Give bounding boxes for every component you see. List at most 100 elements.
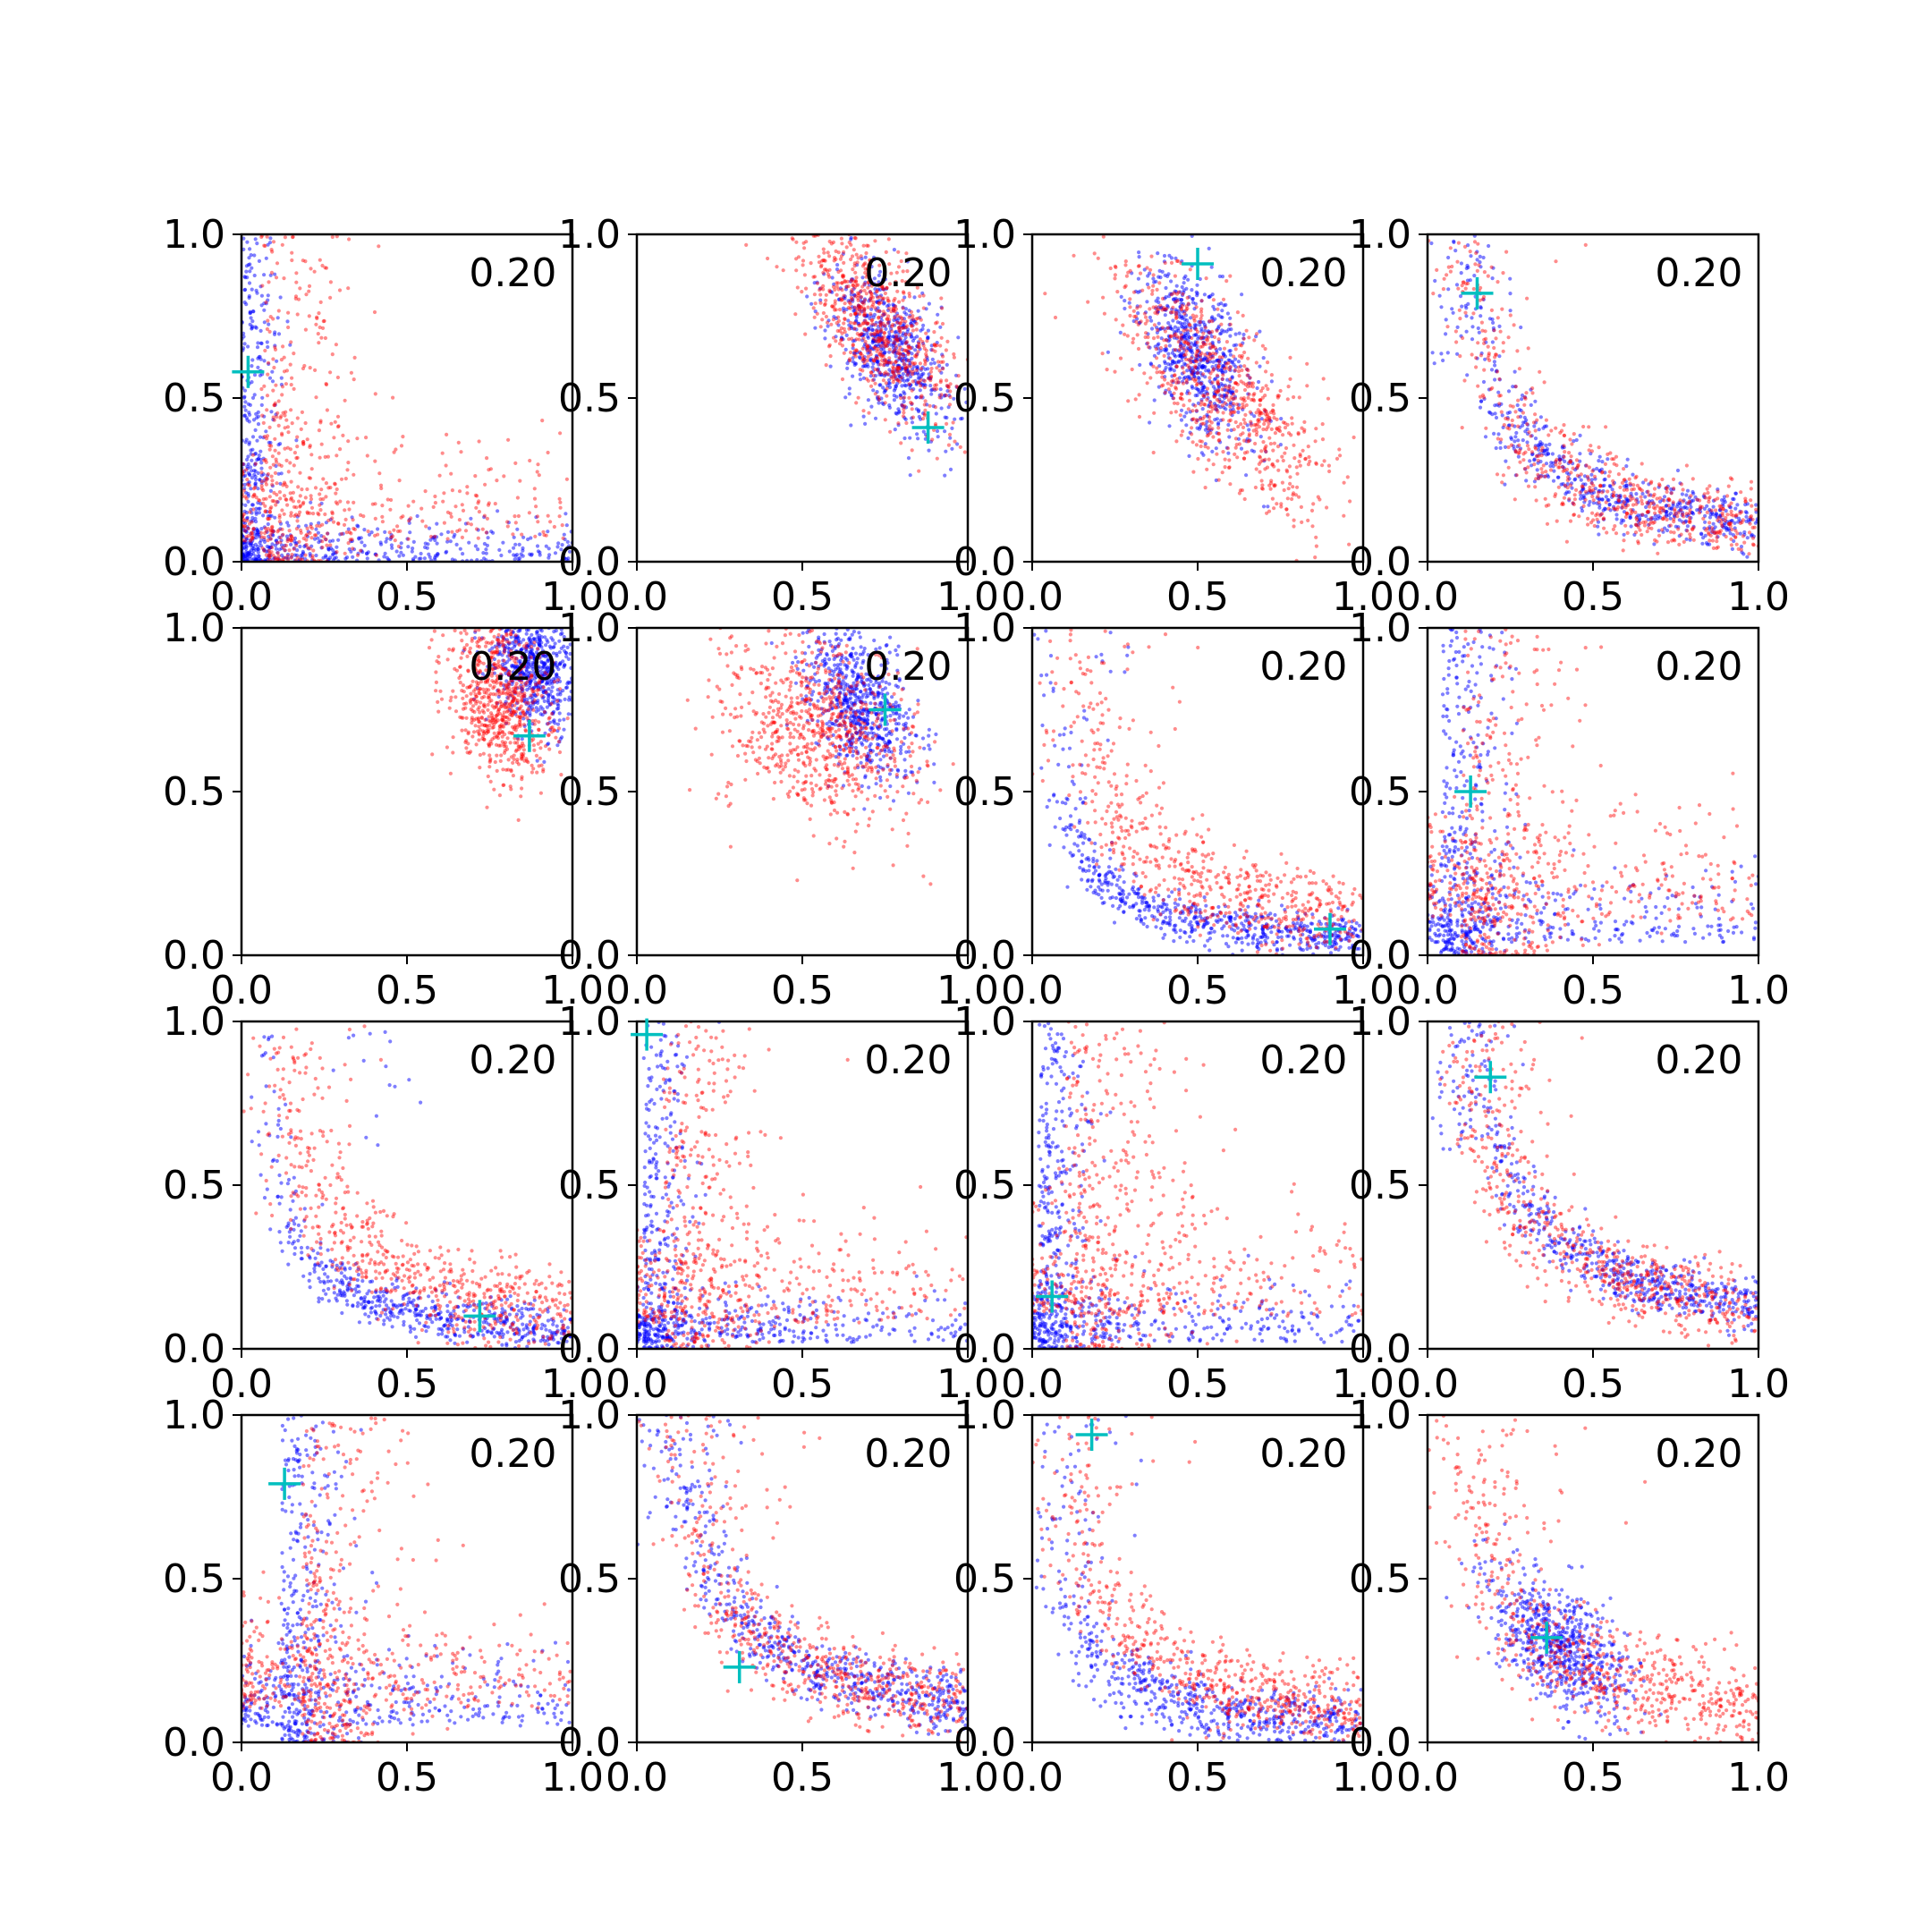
data-point-red: [1227, 465, 1232, 470]
data-point-blue: [252, 452, 258, 456]
data-point-red: [839, 254, 844, 258]
data-point-blue: [275, 359, 279, 363]
data-point-blue: [262, 414, 267, 419]
data-point-blue: [1216, 340, 1221, 344]
data-point-blue: [1227, 322, 1232, 327]
data-point-red: [796, 255, 801, 259]
data-point-red: [1178, 395, 1182, 400]
data-point-red: [878, 362, 883, 367]
data-point-red: [1186, 301, 1191, 306]
data-point-red: [1246, 395, 1250, 400]
data-point-blue: [1651, 502, 1657, 506]
data-point-blue: [489, 530, 494, 534]
data-point-blue: [1240, 292, 1244, 297]
data-point-red: [335, 550, 339, 555]
data-point-red: [319, 487, 324, 492]
series-blue-points: [805, 235, 968, 478]
data-point-red: [1198, 320, 1202, 325]
data-point-red: [1201, 372, 1206, 377]
data-point-red: [874, 355, 878, 360]
data-point-red: [897, 348, 902, 352]
data-point-red: [281, 483, 285, 487]
data-point-blue: [1600, 484, 1605, 488]
data-point-red: [1275, 502, 1279, 506]
data-point-red: [916, 316, 920, 320]
data-point-blue: [906, 383, 911, 387]
data-point-red: [904, 366, 909, 370]
data-point-red: [1571, 501, 1575, 505]
data-point-red: [923, 360, 928, 364]
data-point-blue: [501, 540, 505, 545]
data-point-red: [324, 382, 329, 387]
data-point-blue: [849, 423, 853, 428]
data-point-blue: [894, 411, 899, 416]
data-point-blue: [1174, 360, 1178, 365]
data-point-red: [1196, 456, 1200, 462]
data-point-red: [1296, 432, 1301, 436]
data-point-red: [1184, 327, 1189, 332]
data-point-red: [1221, 450, 1225, 454]
data-point-blue: [1191, 297, 1195, 301]
data-point-blue: [1702, 506, 1707, 512]
data-point-blue: [265, 510, 269, 514]
data-point-red: [463, 529, 469, 533]
data-point-red: [853, 321, 858, 326]
data-point-red: [401, 435, 405, 439]
data-point-blue: [1597, 469, 1603, 473]
data-point-red: [862, 288, 867, 292]
data-point-red: [1133, 397, 1138, 402]
data-point-blue: [1613, 507, 1617, 513]
data-point-red: [387, 530, 392, 535]
data-point-blue: [251, 552, 256, 556]
data-point-red: [1292, 524, 1296, 529]
data-point-blue: [260, 395, 265, 400]
data-point-red: [1284, 468, 1289, 472]
data-point-blue: [1186, 436, 1191, 440]
data-point-blue: [1174, 296, 1178, 301]
data-point-red: [268, 315, 273, 319]
data-point-red: [316, 332, 320, 336]
data-point-blue: [1675, 502, 1680, 506]
data-point-red: [1247, 438, 1251, 443]
data-point-red: [893, 316, 897, 320]
data-point-blue: [1195, 283, 1199, 287]
data-point-red: [1211, 344, 1216, 349]
data-point-red: [1199, 421, 1204, 426]
data-point-red: [277, 462, 282, 467]
data-point-blue: [306, 530, 310, 534]
data-point-red: [267, 329, 272, 334]
data-point-red: [406, 504, 411, 508]
data-point-red: [1150, 288, 1155, 293]
data-point-red: [263, 509, 267, 513]
data-point-blue: [360, 540, 364, 545]
data-point-red: [1719, 518, 1724, 522]
data-point-blue: [249, 487, 253, 491]
data-point-red: [1242, 420, 1248, 426]
data-point-red: [1123, 332, 1127, 336]
data-point-red: [954, 384, 959, 388]
data-point-red: [1216, 431, 1221, 436]
data-point-blue: [1181, 379, 1185, 384]
data-point-red: [1266, 386, 1270, 392]
data-point-red: [1182, 403, 1186, 408]
data-point-red: [546, 513, 550, 518]
data-point-red: [881, 296, 886, 301]
data-point-red: [1335, 456, 1340, 461]
data-point-red: [1596, 494, 1600, 499]
data-point-red: [289, 340, 293, 344]
data-point-red: [945, 378, 949, 383]
data-point-red: [284, 382, 288, 386]
data-point-blue: [253, 554, 258, 558]
data-point-blue: [1520, 397, 1524, 402]
data-point-red: [533, 534, 538, 538]
data-point-red: [1231, 410, 1235, 415]
data-point-blue: [461, 552, 465, 556]
data-point-red: [1126, 270, 1131, 275]
data-point-red: [1189, 356, 1193, 360]
data-point-blue: [1647, 522, 1651, 527]
data-point-blue: [904, 341, 909, 345]
data-point-red: [289, 534, 293, 538]
data-point-red: [1484, 426, 1488, 430]
data-point-blue: [1606, 457, 1610, 462]
data-point-red: [1231, 402, 1236, 406]
